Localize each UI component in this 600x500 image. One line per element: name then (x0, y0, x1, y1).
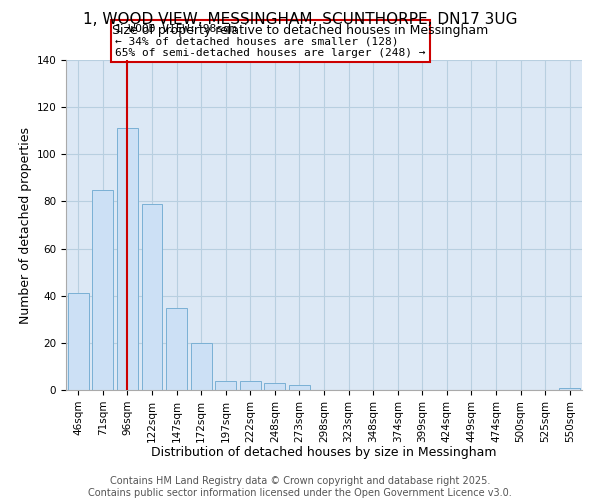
Text: Contains HM Land Registry data © Crown copyright and database right 2025.
Contai: Contains HM Land Registry data © Crown c… (88, 476, 512, 498)
Bar (559, 388, 580, 390)
Bar (117, 128, 138, 390)
Bar (191, 343, 212, 390)
Bar (240, 380, 261, 390)
Bar (166, 308, 187, 390)
X-axis label: Distribution of detached houses by size in Messingham: Distribution of detached houses by size … (151, 446, 497, 459)
Bar (92, 190, 113, 390)
Text: 1, WOOD VIEW, MESSINGHAM, SCUNTHORPE, DN17 3UG: 1, WOOD VIEW, MESSINGHAM, SCUNTHORPE, DN… (83, 12, 517, 28)
Text: 1 WOOD VIEW: 98sqm
← 34% of detached houses are smaller (128)
65% of semi-detach: 1 WOOD VIEW: 98sqm ← 34% of detached hou… (115, 24, 425, 58)
Bar (142, 204, 163, 390)
Text: Size of property relative to detached houses in Messingham: Size of property relative to detached ho… (112, 24, 488, 37)
Bar (68, 294, 89, 390)
Bar (289, 386, 310, 390)
Y-axis label: Number of detached properties: Number of detached properties (19, 126, 32, 324)
Bar (265, 383, 286, 390)
Bar (215, 380, 236, 390)
